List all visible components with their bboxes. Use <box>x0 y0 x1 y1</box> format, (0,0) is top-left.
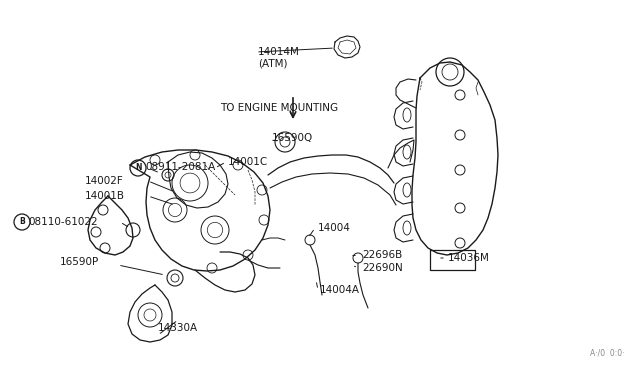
Text: 16590P: 16590P <box>60 257 99 267</box>
Text: 08911-2081A: 08911-2081A <box>145 162 215 172</box>
Text: 14330A: 14330A <box>158 323 198 333</box>
Text: 14004: 14004 <box>318 223 351 233</box>
Text: 14001B: 14001B <box>85 191 125 201</box>
Text: 14036M: 14036M <box>448 253 490 263</box>
Text: N: N <box>135 164 141 173</box>
Text: 14014M: 14014M <box>258 47 300 57</box>
Text: TO ENGINE MOUNTING: TO ENGINE MOUNTING <box>220 103 338 113</box>
Text: (ATM): (ATM) <box>258 59 287 69</box>
Text: 16590Q: 16590Q <box>272 133 313 143</box>
Text: 14001C: 14001C <box>228 157 268 167</box>
Text: A·/0  0:0·: A·/0 0:0· <box>591 349 625 358</box>
Text: 22690N: 22690N <box>362 263 403 273</box>
Text: 14004A: 14004A <box>320 285 360 295</box>
Text: B: B <box>19 218 25 227</box>
Text: 08110-61022: 08110-61022 <box>28 217 98 227</box>
Text: 14002F: 14002F <box>85 176 124 186</box>
Text: 22696B: 22696B <box>362 250 403 260</box>
